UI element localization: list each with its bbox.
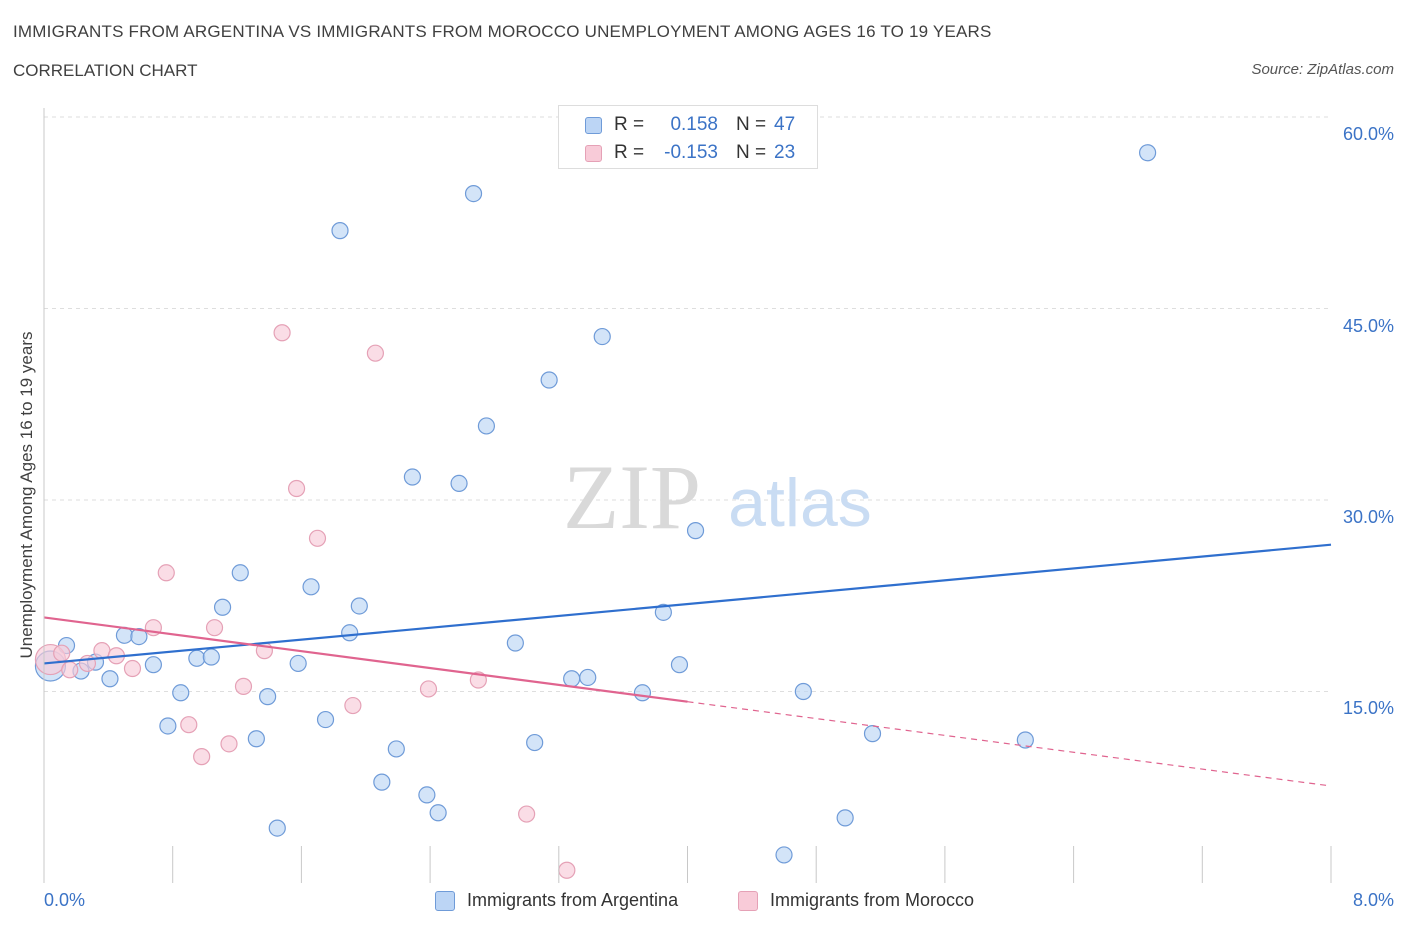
morocco-point xyxy=(205,619,224,637)
source-label: Source: ZipAtlas.com xyxy=(1251,61,1394,78)
gridlines xyxy=(44,116,1331,692)
argentina-point xyxy=(477,417,496,435)
morocco-point xyxy=(469,671,487,689)
argentina-point xyxy=(670,656,689,674)
n-value: 23 xyxy=(774,142,796,163)
morocco-trend-extension xyxy=(687,701,1332,787)
argentina-point xyxy=(686,522,705,540)
argentina-point xyxy=(268,819,286,837)
argentina-point xyxy=(341,624,359,642)
chart-subtitle: CORRELATION CHART xyxy=(13,61,198,80)
morocco-point xyxy=(308,529,327,547)
morocco-point xyxy=(180,716,198,734)
morocco-trend-line xyxy=(43,616,688,703)
argentina-point xyxy=(188,649,206,667)
y-tick-60: 60.0% xyxy=(1342,124,1394,144)
r-label: R = xyxy=(614,142,645,163)
r-value: 0.158 xyxy=(670,114,718,135)
chart-title: IMMIGRANTS FROM ARGENTINA VS IMMIGRANTS … xyxy=(13,22,992,41)
argentina-point xyxy=(450,474,468,493)
morocco-point xyxy=(157,564,175,582)
argentina-point xyxy=(794,682,812,701)
argentina-point xyxy=(302,578,320,596)
argentina-point xyxy=(429,804,447,822)
morocco-swatch xyxy=(738,890,758,911)
argentina-point xyxy=(1016,731,1034,749)
argentina-point xyxy=(1139,144,1157,162)
n-label: N = xyxy=(736,142,767,163)
argentina-point xyxy=(403,468,422,486)
stats-row-argentina: R = 0.158 N = 47 xyxy=(585,113,795,137)
n-label: N = xyxy=(736,114,767,135)
argentina-point xyxy=(633,684,652,702)
argentina-point xyxy=(159,717,177,735)
argentina-point xyxy=(540,371,558,389)
argentina-point xyxy=(579,668,597,687)
morocco-point xyxy=(93,642,111,660)
x-axis-min-label: 0.0% xyxy=(44,890,86,910)
argentina-point xyxy=(373,773,391,791)
argentina-point xyxy=(202,648,220,666)
argentina-point xyxy=(593,327,611,346)
morocco-point xyxy=(273,324,291,342)
argentina-point xyxy=(331,222,349,240)
morocco-point xyxy=(287,479,306,498)
morocco-point xyxy=(558,861,576,879)
argentina-point xyxy=(247,730,265,748)
argentina-point xyxy=(213,598,232,616)
argentina-trend-line xyxy=(43,543,1332,665)
morocco-point xyxy=(234,677,253,695)
argentina-point xyxy=(259,688,277,706)
argentina-point xyxy=(350,597,368,615)
morocco-point xyxy=(220,735,238,753)
argentina-point xyxy=(172,684,190,702)
morocco-point xyxy=(344,696,362,715)
stats-row-morocco: R = -0.153 N = 23 xyxy=(585,141,795,165)
argentina-point xyxy=(231,564,249,582)
argentina-point xyxy=(418,786,436,804)
stats-box: R = 0.158 N = 47 R = -0.153 N = 23 xyxy=(558,105,818,169)
morocco-point xyxy=(518,805,536,823)
watermark-atlas: atlas xyxy=(728,465,872,541)
argentina-point xyxy=(506,634,524,652)
y-axis-label: Unemployment Among Ages 16 to 19 years xyxy=(17,331,36,659)
argentina-point xyxy=(101,670,119,688)
morocco-point xyxy=(61,661,79,679)
x-axis-max-label: 8.0% xyxy=(1352,890,1394,910)
morocco-swatch xyxy=(585,144,602,162)
y-tick-30: 30.0% xyxy=(1342,507,1394,527)
legend-label: Immigrants from Argentina xyxy=(467,890,679,910)
y-tick-15: 15.0% xyxy=(1342,698,1394,718)
axes xyxy=(43,108,1332,883)
argentina-point xyxy=(144,656,162,674)
trend-lines xyxy=(43,543,1332,787)
morocco-point xyxy=(53,644,71,662)
argentina-point xyxy=(130,628,148,646)
argentina-point xyxy=(464,185,483,203)
r-label: R = xyxy=(614,114,645,135)
argentina-swatch xyxy=(585,116,602,134)
morocco-point xyxy=(419,680,438,698)
morocco-point xyxy=(366,344,385,362)
r-value: -0.153 xyxy=(664,142,718,163)
argentina-point xyxy=(289,654,307,673)
morocco-point xyxy=(193,748,211,766)
argentina-point xyxy=(387,740,405,758)
argentina-point xyxy=(526,733,544,752)
morocco-point xyxy=(123,659,142,678)
n-value: 47 xyxy=(774,114,796,135)
legend-label: Immigrants from Morocco xyxy=(770,890,975,910)
y-tick-45: 45.0% xyxy=(1342,316,1394,336)
legend-item-morocco[interactable]: Immigrants from Morocco xyxy=(738,890,974,911)
legend-item-argentina[interactable]: Immigrants from Argentina xyxy=(435,890,678,911)
argentina-point xyxy=(775,846,793,864)
argentina-point xyxy=(316,710,335,729)
argentina-point xyxy=(654,603,672,621)
argentina-point xyxy=(836,809,854,827)
argentina-swatch xyxy=(435,890,455,911)
argentina-point xyxy=(563,670,581,688)
watermark-zip: ZIP xyxy=(563,446,701,548)
argentina-point xyxy=(863,725,882,743)
